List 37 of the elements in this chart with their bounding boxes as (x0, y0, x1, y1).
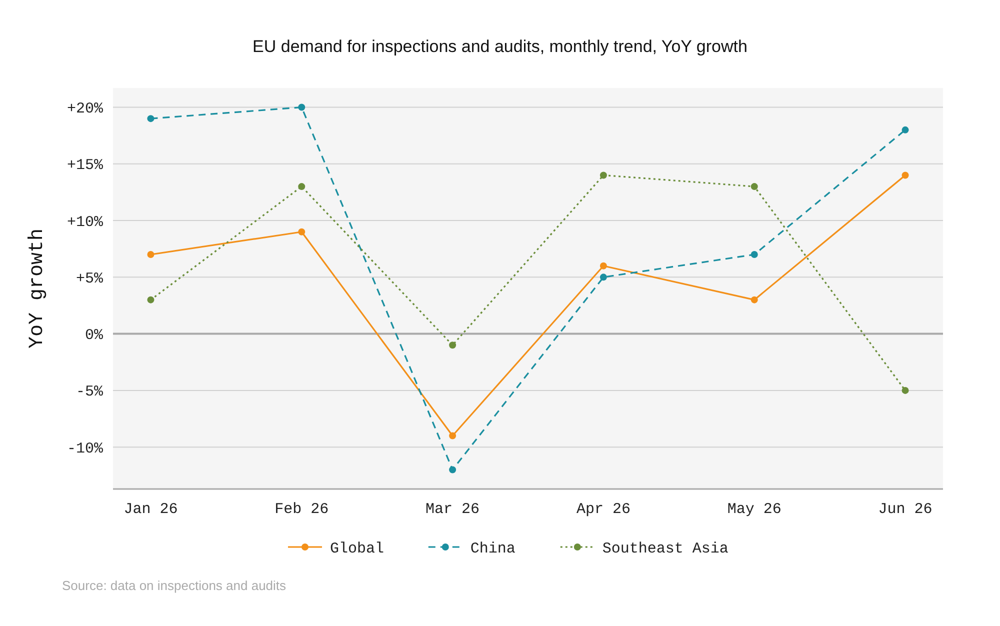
y-tick-label: +5% (76, 270, 104, 288)
point (147, 115, 154, 122)
source-note: Source: data on inspections and audits (62, 578, 287, 593)
point (902, 172, 909, 179)
point (750, 251, 758, 258)
y-tick-label: 0% (84, 327, 104, 344)
point (600, 172, 607, 179)
legend-label: Southeast Asia (602, 540, 728, 558)
x-tick-label: Feb 26 (274, 501, 329, 518)
point (600, 262, 607, 270)
point (902, 126, 909, 134)
legend-label: China (470, 540, 516, 558)
point (147, 296, 154, 304)
point (298, 228, 306, 236)
point (298, 183, 306, 190)
point (600, 274, 607, 281)
point (298, 104, 306, 111)
point (449, 432, 456, 440)
point (449, 466, 456, 474)
point (902, 386, 909, 394)
x-tick-label: Jan 26 (124, 501, 178, 518)
y-tick-label: -5% (76, 384, 104, 401)
y-axis-title: YoY growth (26, 228, 49, 349)
y-tick-label: +15% (66, 157, 104, 174)
y-tick-label: -10% (66, 440, 104, 458)
x-tick-label: Mar 26 (426, 501, 480, 518)
y-tick-label: +20% (66, 100, 104, 118)
point (147, 251, 154, 258)
y-tick-label: +10% (66, 214, 104, 231)
point (750, 183, 758, 190)
chart-title: EU demand for inspections and audits, monthly trend, YoY growth (252, 37, 748, 56)
x-tick-label: Jun 26 (878, 501, 932, 518)
x-tick-label: Apr 26 (576, 501, 630, 518)
point (750, 296, 758, 304)
point (449, 342, 456, 349)
legend-label: Global (330, 540, 384, 558)
x-tick-label: May 26 (727, 501, 782, 518)
